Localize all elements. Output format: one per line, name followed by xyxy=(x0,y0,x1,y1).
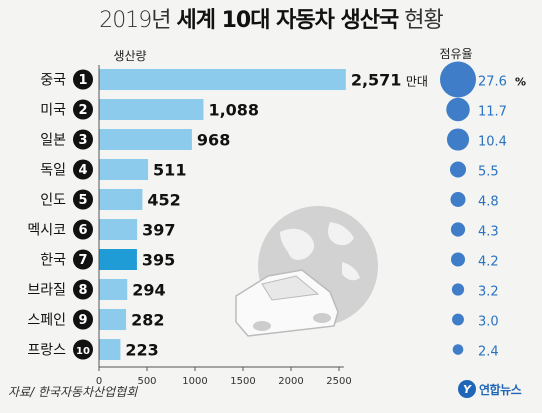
share-label: 27.6 xyxy=(478,75,507,90)
rank-number: 3 xyxy=(78,133,87,148)
rank-badge xyxy=(73,129,93,150)
title-main: 세계 10대 자동차 생산국 xyxy=(176,8,399,33)
share-bubble xyxy=(446,97,470,122)
value-label: 395 xyxy=(142,251,175,270)
category-label: 미국 xyxy=(40,103,66,119)
value-label: 968 xyxy=(197,131,230,150)
value-label: 294 xyxy=(132,281,165,300)
x-tick-label: 500 xyxy=(137,376,156,387)
share-label: 4.3 xyxy=(478,225,499,240)
bar xyxy=(99,279,128,300)
rank-number: 10 xyxy=(76,346,90,357)
share-bubble xyxy=(449,161,467,178)
value-label: 223 xyxy=(125,341,158,360)
category-label: 중국 xyxy=(40,73,66,89)
category-label: 멕시코 xyxy=(27,223,66,239)
share-bubble xyxy=(446,128,470,151)
rank-badge xyxy=(73,279,93,300)
rank-number: 2 xyxy=(78,103,87,118)
y-axis-label: 생산량 xyxy=(113,49,146,63)
title-suffix: 현황 xyxy=(404,8,443,33)
share-bubble xyxy=(440,61,476,98)
x-tick-label: 2500 xyxy=(326,376,351,387)
rank-badge xyxy=(73,189,93,210)
share-column-title: 점유율 xyxy=(439,47,472,61)
share-bubble xyxy=(452,313,464,326)
share-label: 3.0 xyxy=(478,315,499,330)
rank-number: 8 xyxy=(78,283,87,298)
rank-number: 6 xyxy=(78,223,87,238)
x-tick-label: 1000 xyxy=(182,376,207,387)
value-label: 1,088 xyxy=(208,101,259,120)
share-label: 5.5 xyxy=(478,165,499,180)
rank-badge xyxy=(73,159,93,180)
share-label: 2.4 xyxy=(478,345,499,360)
logo-mark-icon: Y xyxy=(458,380,476,398)
rank-badge xyxy=(73,339,93,360)
x-tick-label: 1500 xyxy=(230,376,255,387)
share-label: 10.4 xyxy=(478,135,507,150)
rank-number: 4 xyxy=(78,163,87,178)
category-label: 프랑스 xyxy=(27,343,66,359)
rank-number: 5 xyxy=(78,193,87,208)
rank-number: 9 xyxy=(78,313,87,328)
share-unit-label: % xyxy=(515,76,526,89)
bar xyxy=(99,249,137,270)
category-label: 브라질 xyxy=(27,283,66,299)
value-unit-label: 만대 xyxy=(406,75,428,89)
value-label: 2,571 xyxy=(351,71,402,90)
source-note: 자료/ 한국자동차산업협회 xyxy=(8,385,138,399)
share-label: 11.7 xyxy=(478,105,507,120)
rank-badge xyxy=(73,219,93,240)
category-label: 독일 xyxy=(40,163,66,179)
value-label: 511 xyxy=(153,161,186,180)
bar xyxy=(99,339,121,360)
share-bubble xyxy=(450,191,466,208)
rank-number: 7 xyxy=(78,253,87,268)
bar xyxy=(99,219,138,240)
car-illustration xyxy=(235,269,339,337)
logo-text: 연합뉴스 xyxy=(479,382,522,397)
rank-badge xyxy=(73,99,93,120)
x-tick-label: 2000 xyxy=(278,376,303,387)
value-label: 452 xyxy=(147,191,180,210)
bar xyxy=(99,129,192,150)
x-tick-label: 0 xyxy=(96,376,102,387)
share-label: 4.8 xyxy=(478,195,499,210)
share-bubble xyxy=(451,283,465,296)
share-label: 3.2 xyxy=(478,285,499,300)
rank-badge xyxy=(73,69,93,90)
rank-number: 1 xyxy=(78,73,87,88)
bar xyxy=(99,99,204,120)
bar xyxy=(99,69,346,90)
share-bubble xyxy=(450,222,466,237)
publisher-logo: Y 연합뉴스 xyxy=(458,378,522,400)
bar xyxy=(99,159,149,180)
bar xyxy=(99,309,127,330)
share-bubble xyxy=(452,344,464,355)
category-label: 스페인 xyxy=(27,313,66,329)
rank-badge xyxy=(73,249,93,270)
category-label: 인도 xyxy=(40,193,66,209)
chart-title: 2019년 세계 10대 자동차 생산국 현황 xyxy=(0,4,542,38)
category-label: 일본 xyxy=(40,133,66,149)
value-label: 282 xyxy=(131,311,164,330)
category-label: 한국 xyxy=(40,253,66,269)
share-label: 4.2 xyxy=(478,255,499,270)
value-label: 397 xyxy=(142,221,175,240)
rank-badge xyxy=(73,309,93,330)
bar xyxy=(99,189,143,210)
title-year: 2019년 xyxy=(99,8,171,33)
share-bubble xyxy=(450,252,466,267)
